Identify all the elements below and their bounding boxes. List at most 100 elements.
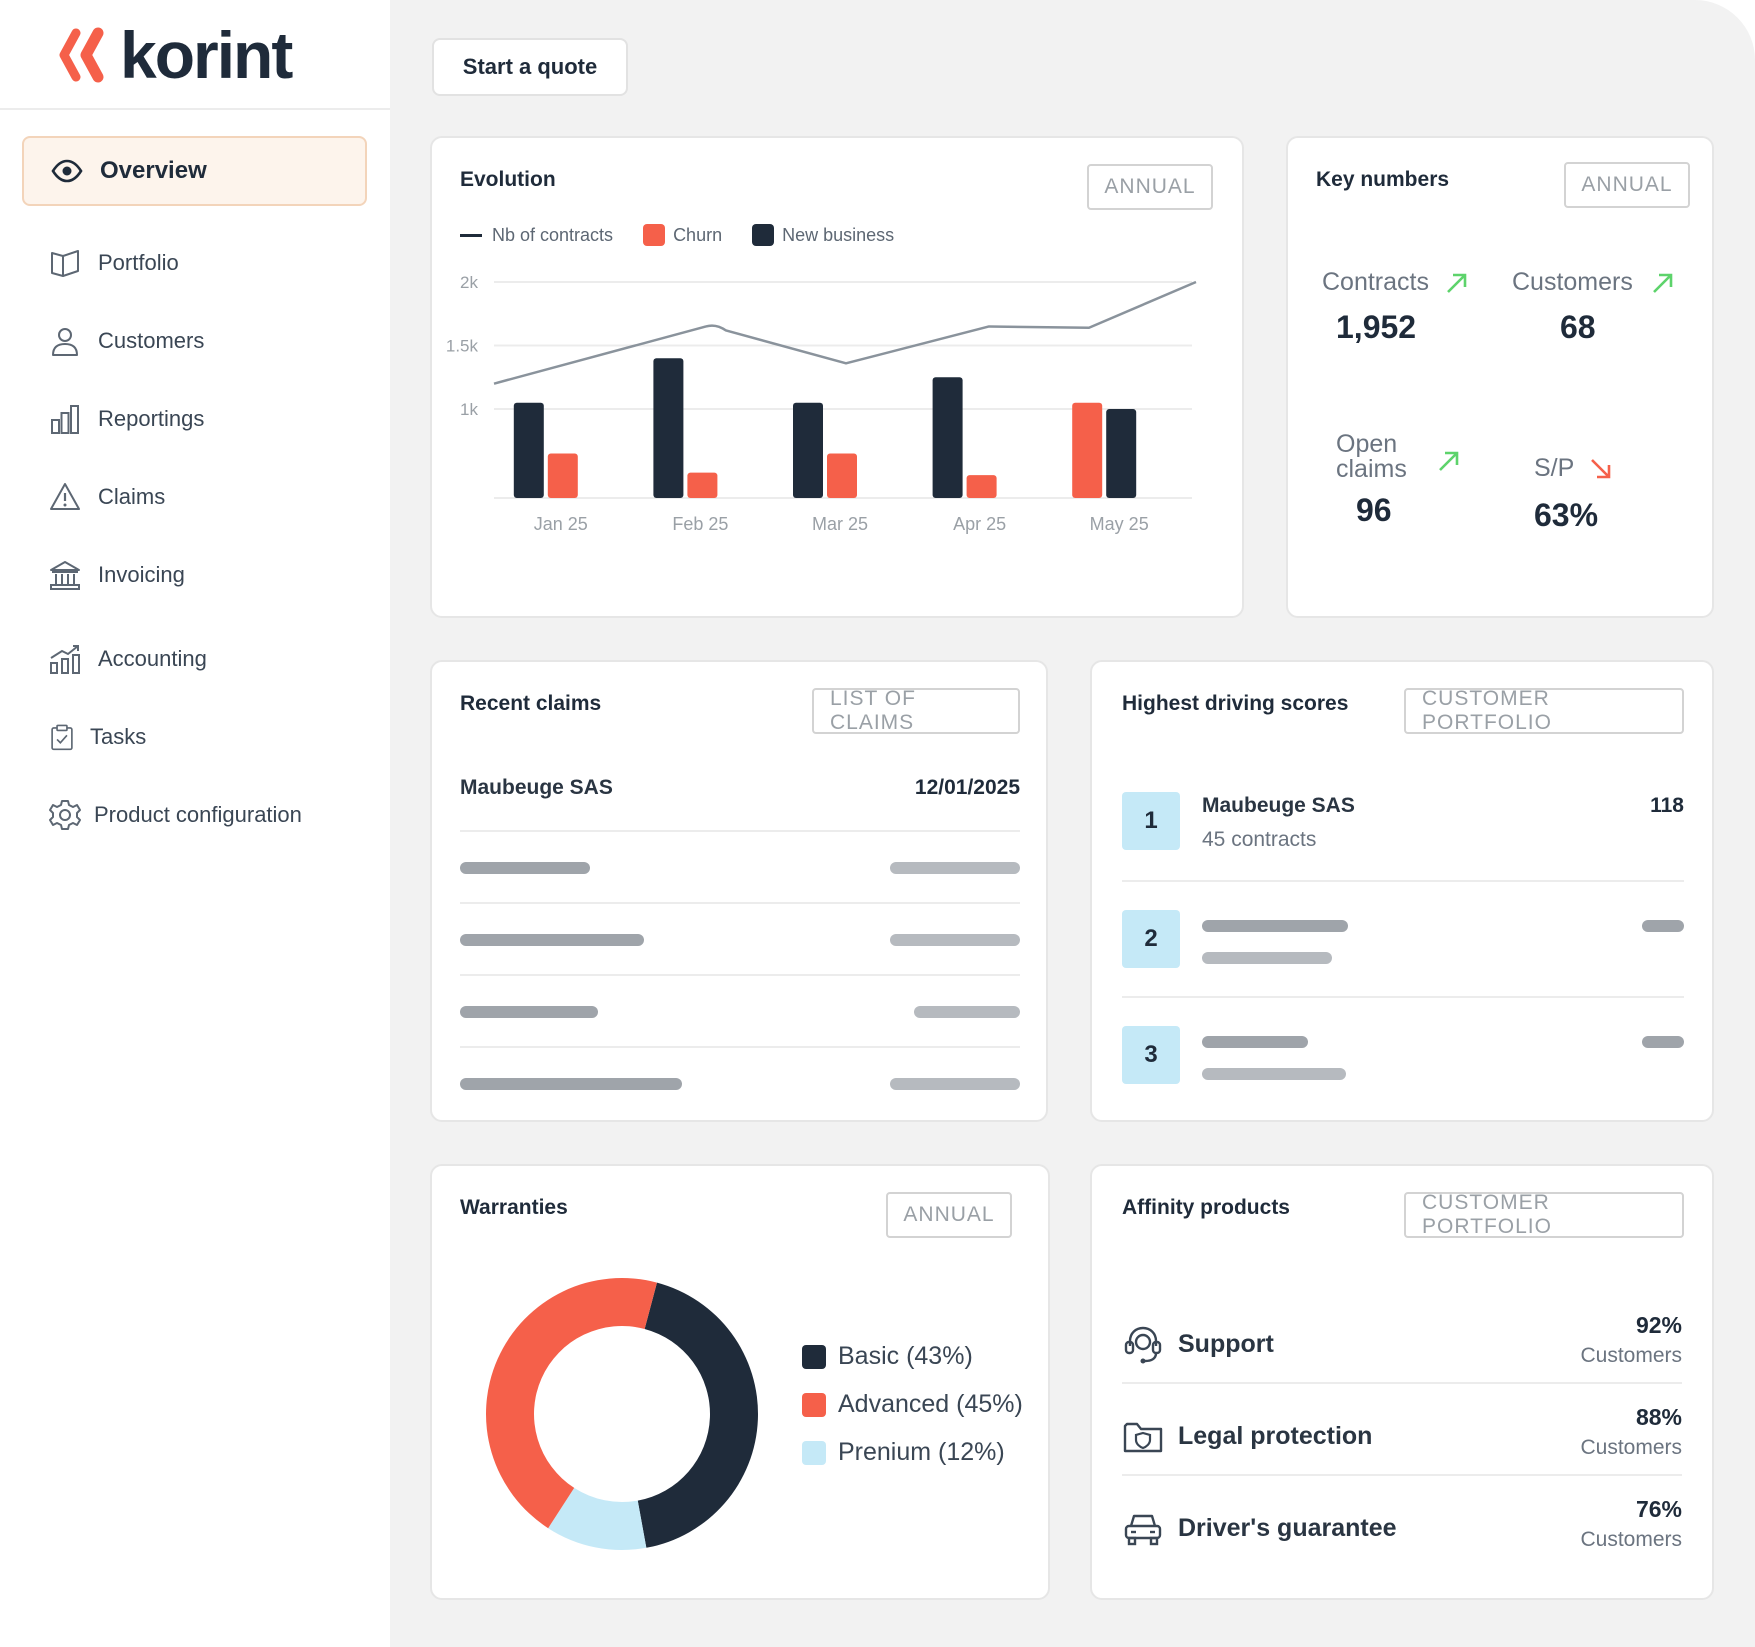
eye-icon	[50, 154, 84, 188]
bar-churn	[966, 475, 997, 498]
customer-portfolio-button[interactable]: CUSTOMER PORTFOLIO	[1404, 687, 1684, 734]
placeholder-bar	[1642, 920, 1684, 932]
kn-value: 1,952	[1336, 309, 1417, 345]
sidebar-item-claims[interactable]: Claims	[22, 462, 367, 532]
product-name: Legal protection	[1178, 1422, 1373, 1450]
kn-contracts: Contracts 1,952	[1318, 270, 1468, 346]
list-item[interactable]: Legal protection 88% Customers	[1122, 1398, 1682, 1478]
sidebar-item-label: Reportings	[98, 406, 205, 431]
legend-item-contracts: Nb of contracts	[460, 225, 613, 246]
kn-label: Customers	[1512, 268, 1633, 296]
placeholder-bar	[460, 1006, 598, 1018]
annual-tag[interactable]: ANNUAL	[1564, 162, 1690, 208]
legend-item-advanced: Advanced (45%)	[802, 1390, 1023, 1419]
card-title: Evolution	[460, 168, 556, 191]
x-tick-label: Apr 25	[953, 514, 1006, 534]
y-tick-label: 1.5k	[446, 337, 479, 356]
card-title: Affinity products	[1122, 1196, 1290, 1219]
sidebar-item-tasks[interactable]: Tasks	[22, 702, 367, 772]
start-quote-button[interactable]: Start a quote	[432, 38, 628, 96]
list-item[interactable]: Driver's guarantee 76% Customers	[1122, 1490, 1682, 1570]
chart-legend: Nb of contracts Churn New business	[460, 224, 924, 246]
bar-new-business	[513, 402, 544, 498]
sidebar-item-label: Overview	[100, 157, 207, 184]
donut-slice	[486, 1278, 657, 1529]
legend-line-swatch	[460, 233, 482, 237]
product-percentage: 92%	[1635, 1312, 1682, 1338]
row-divider	[460, 830, 1020, 832]
key-numbers-card: Key numbers ANNUAL Contracts 1,952 Custo…	[1286, 136, 1714, 618]
sidebar-item-portfolio[interactable]: Portfolio	[22, 228, 367, 298]
placeholder-bar	[1642, 1036, 1684, 1048]
y-tick-label: 1k	[460, 400, 478, 419]
logo-text: korint	[120, 18, 293, 92]
headset-icon	[1124, 1326, 1162, 1364]
y-tick-label: 2k	[460, 273, 478, 292]
product-name: Support	[1178, 1330, 1274, 1358]
product-name: Driver's guarantee	[1178, 1514, 1397, 1542]
car-icon	[1124, 1514, 1162, 1546]
row-divider	[1122, 880, 1684, 882]
bar-churn	[687, 472, 718, 498]
kn-label: Open	[1336, 430, 1398, 458]
sidebar-item-customers[interactable]: Customers	[22, 306, 367, 376]
placeholder-bar	[890, 862, 1020, 874]
placeholder-bar	[1202, 920, 1348, 932]
score-value: 118	[1650, 794, 1684, 817]
claim-customer: Maubeuge SAS	[460, 776, 613, 799]
legend-item-churn: Churn	[643, 224, 722, 246]
sidebar-item-product-configuration[interactable]: Product configuration	[22, 780, 367, 850]
card-title: Recent claims	[460, 692, 602, 715]
warning-icon	[48, 480, 82, 514]
bar-new-business	[653, 358, 684, 498]
sidebar-item-overview[interactable]: Overview	[22, 136, 367, 206]
placeholder-bar	[914, 1006, 1020, 1018]
score-customer[interactable]: Maubeuge SAS	[1202, 794, 1355, 817]
kn-customers: Customers 68	[1512, 270, 1652, 346]
evolution-chart: 2k 1.5k 1k Jan 25 Feb 25 Mar 25 Apr 25 May 25	[446, 273, 1197, 534]
placeholder-bar	[890, 934, 1020, 946]
customer-portfolio-button[interactable]: CUSTOMER PORTFOLIO	[1404, 1191, 1684, 1238]
user-icon	[48, 324, 82, 358]
legend-swatch	[643, 224, 666, 246]
logo[interactable]: korint	[56, 18, 293, 92]
sidebar-item-label: Product configuration	[94, 802, 302, 827]
sidebar-item-label: Claims	[98, 484, 166, 509]
row-divider	[1122, 1474, 1682, 1476]
warranties-donut-chart	[486, 1278, 759, 1550]
row-divider	[460, 974, 1020, 976]
legend-label: Basic (43%)	[838, 1342, 973, 1370]
sidebar-item-label: Accounting	[98, 646, 207, 671]
card-title: Warranties	[460, 1196, 568, 1219]
annual-tag[interactable]: ANNUAL	[886, 1192, 1012, 1238]
x-tick-label: Mar 25	[812, 514, 868, 534]
sidebar-item-label: Portfolio	[98, 250, 179, 275]
sidebar-item-label: Invoicing	[98, 562, 185, 587]
x-tick-label: Feb 25	[672, 514, 728, 534]
legend-label: Churn	[673, 224, 723, 245]
product-percentage: 76%	[1635, 1496, 1682, 1522]
affinity-products-card: Affinity products CUSTOMER PORTFOLIO Sup…	[1090, 1164, 1714, 1600]
row-divider	[1122, 996, 1684, 998]
x-tick-label: Jan 25	[534, 514, 588, 534]
legend-label: Advanced (45%)	[838, 1390, 1023, 1418]
kn-value: 63%	[1534, 497, 1599, 533]
legend-label: Prenium (12%)	[838, 1438, 1005, 1466]
trend-down-icon	[1591, 459, 1611, 479]
sidebar-item-accounting[interactable]: Accounting	[22, 624, 367, 694]
annual-tag[interactable]: ANNUAL	[1087, 164, 1213, 210]
placeholder-bar	[460, 934, 644, 946]
sidebar-item-invoicing[interactable]: Invoicing	[22, 540, 367, 610]
bar-churn	[827, 453, 857, 498]
sidebar-item-reportings[interactable]: Reportings	[22, 384, 367, 454]
product-sublabel: Customers	[1580, 1436, 1682, 1459]
donut-slice	[637, 1282, 759, 1548]
list-item[interactable]: Support 92% Customers	[1122, 1306, 1682, 1386]
legend-swatch	[802, 1392, 826, 1417]
kn-label: S/P	[1534, 454, 1575, 482]
recent-claims-card: Recent claims LIST OF CLAIMS Maubeuge SA…	[430, 660, 1048, 1122]
trend-up-icon	[1439, 451, 1459, 471]
table-row[interactable]: Maubeuge SAS 12/01/2025	[460, 776, 1020, 806]
rank-badge: 2	[1122, 910, 1180, 968]
list-of-claims-button[interactable]: LIST OF CLAIMS	[812, 687, 1020, 734]
